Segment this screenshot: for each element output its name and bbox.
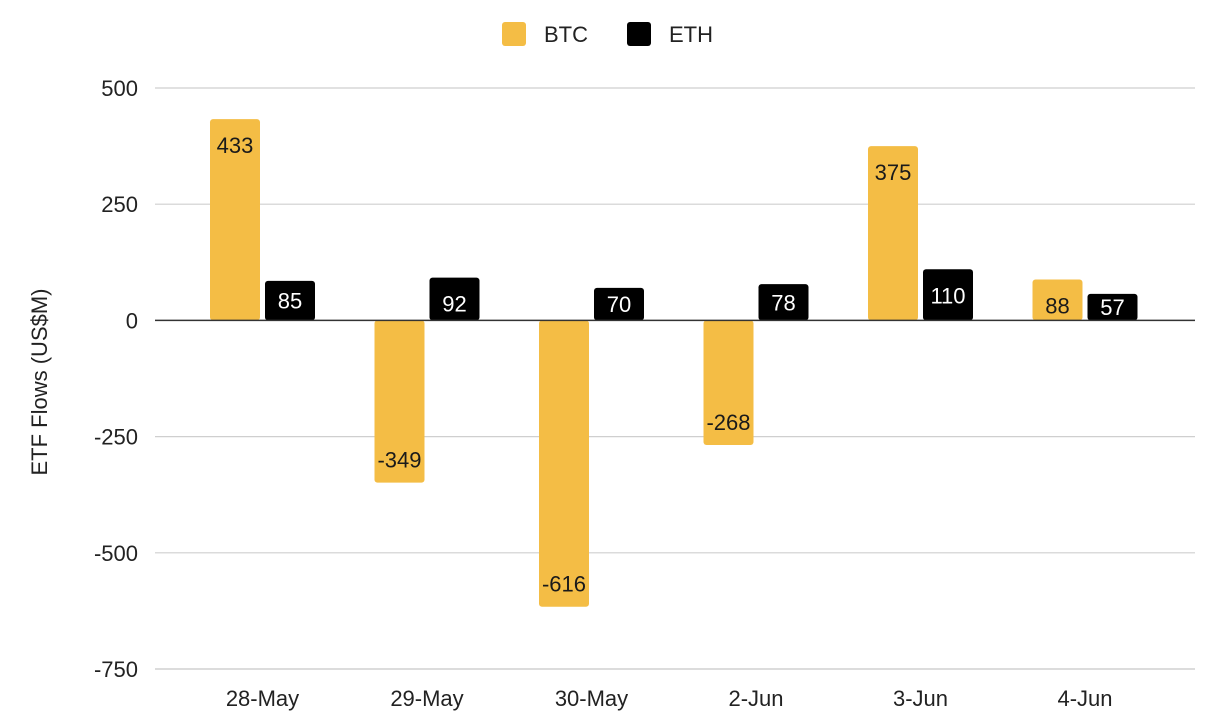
y-axis-ticks: 500 250 0 -250 -500 -750 [94,76,138,682]
bar-eth-30-may [594,287,644,321]
x-axis-ticks: 28-May 29-May 30-May 2-Jun 3-Jun 4-Jun [226,686,1113,711]
data-label-eth: 57 [1100,295,1124,320]
bar-eth-4-jun [1087,293,1138,321]
x-tick-label: 2-Jun [728,686,783,711]
y-axis-title: ETF Flows (US$M) [27,289,52,476]
x-tick-label: 3-Jun [893,686,948,711]
data-label-btc: -616 [542,572,586,597]
legend: BTC ETH [502,22,713,47]
bar-btc-2-jun [703,320,754,445]
data-label-eth: 85 [278,289,302,314]
x-tick-label: 29-May [390,686,463,711]
bar-btc-28-may [210,119,260,321]
legend-swatch-btc [502,22,526,46]
legend-swatch-eth [627,22,651,46]
x-tick-label: 4-Jun [1057,686,1112,711]
data-label-eth: 70 [607,292,631,317]
bar-eth-3-jun [923,269,973,321]
data-label-eth: 110 [930,283,965,308]
data-labels: 433 85 -349 92 -616 70 -268 78 375 110 88 57 [217,133,1125,597]
data-label-btc: 375 [875,160,912,185]
y-tick-label: 250 [101,192,138,217]
bar-eth-29-may [429,277,480,321]
data-label-btc: 433 [217,133,254,158]
data-label-eth: 92 [442,292,466,317]
y-tick-label: 0 [126,308,138,333]
gridlines [155,87,1195,670]
data-label-btc: 88 [1045,293,1069,318]
legend-label-eth: ETH [669,22,713,47]
zero-line [155,319,1195,670]
bar-eth-2-jun [758,284,809,321]
y-tick-label: 500 [101,76,138,101]
bar-btc-3-jun [868,146,918,321]
bar-btc-30-may [539,320,589,607]
bar-btc-29-may [374,320,425,483]
data-label-btc: -349 [377,448,421,473]
bar-btc-4-jun [1032,279,1083,321]
y-tick-label: -750 [94,657,138,682]
data-label-btc: -268 [706,410,750,435]
x-tick-label: 30-May [555,686,628,711]
y-tick-label: -500 [94,541,138,566]
data-label-eth: 78 [771,290,795,315]
y-tick-label: -250 [94,425,138,450]
bar-eth-28-may [265,280,315,321]
bars [210,119,1138,607]
legend-label-btc: BTC [544,22,588,47]
x-tick-label: 28-May [226,686,299,711]
